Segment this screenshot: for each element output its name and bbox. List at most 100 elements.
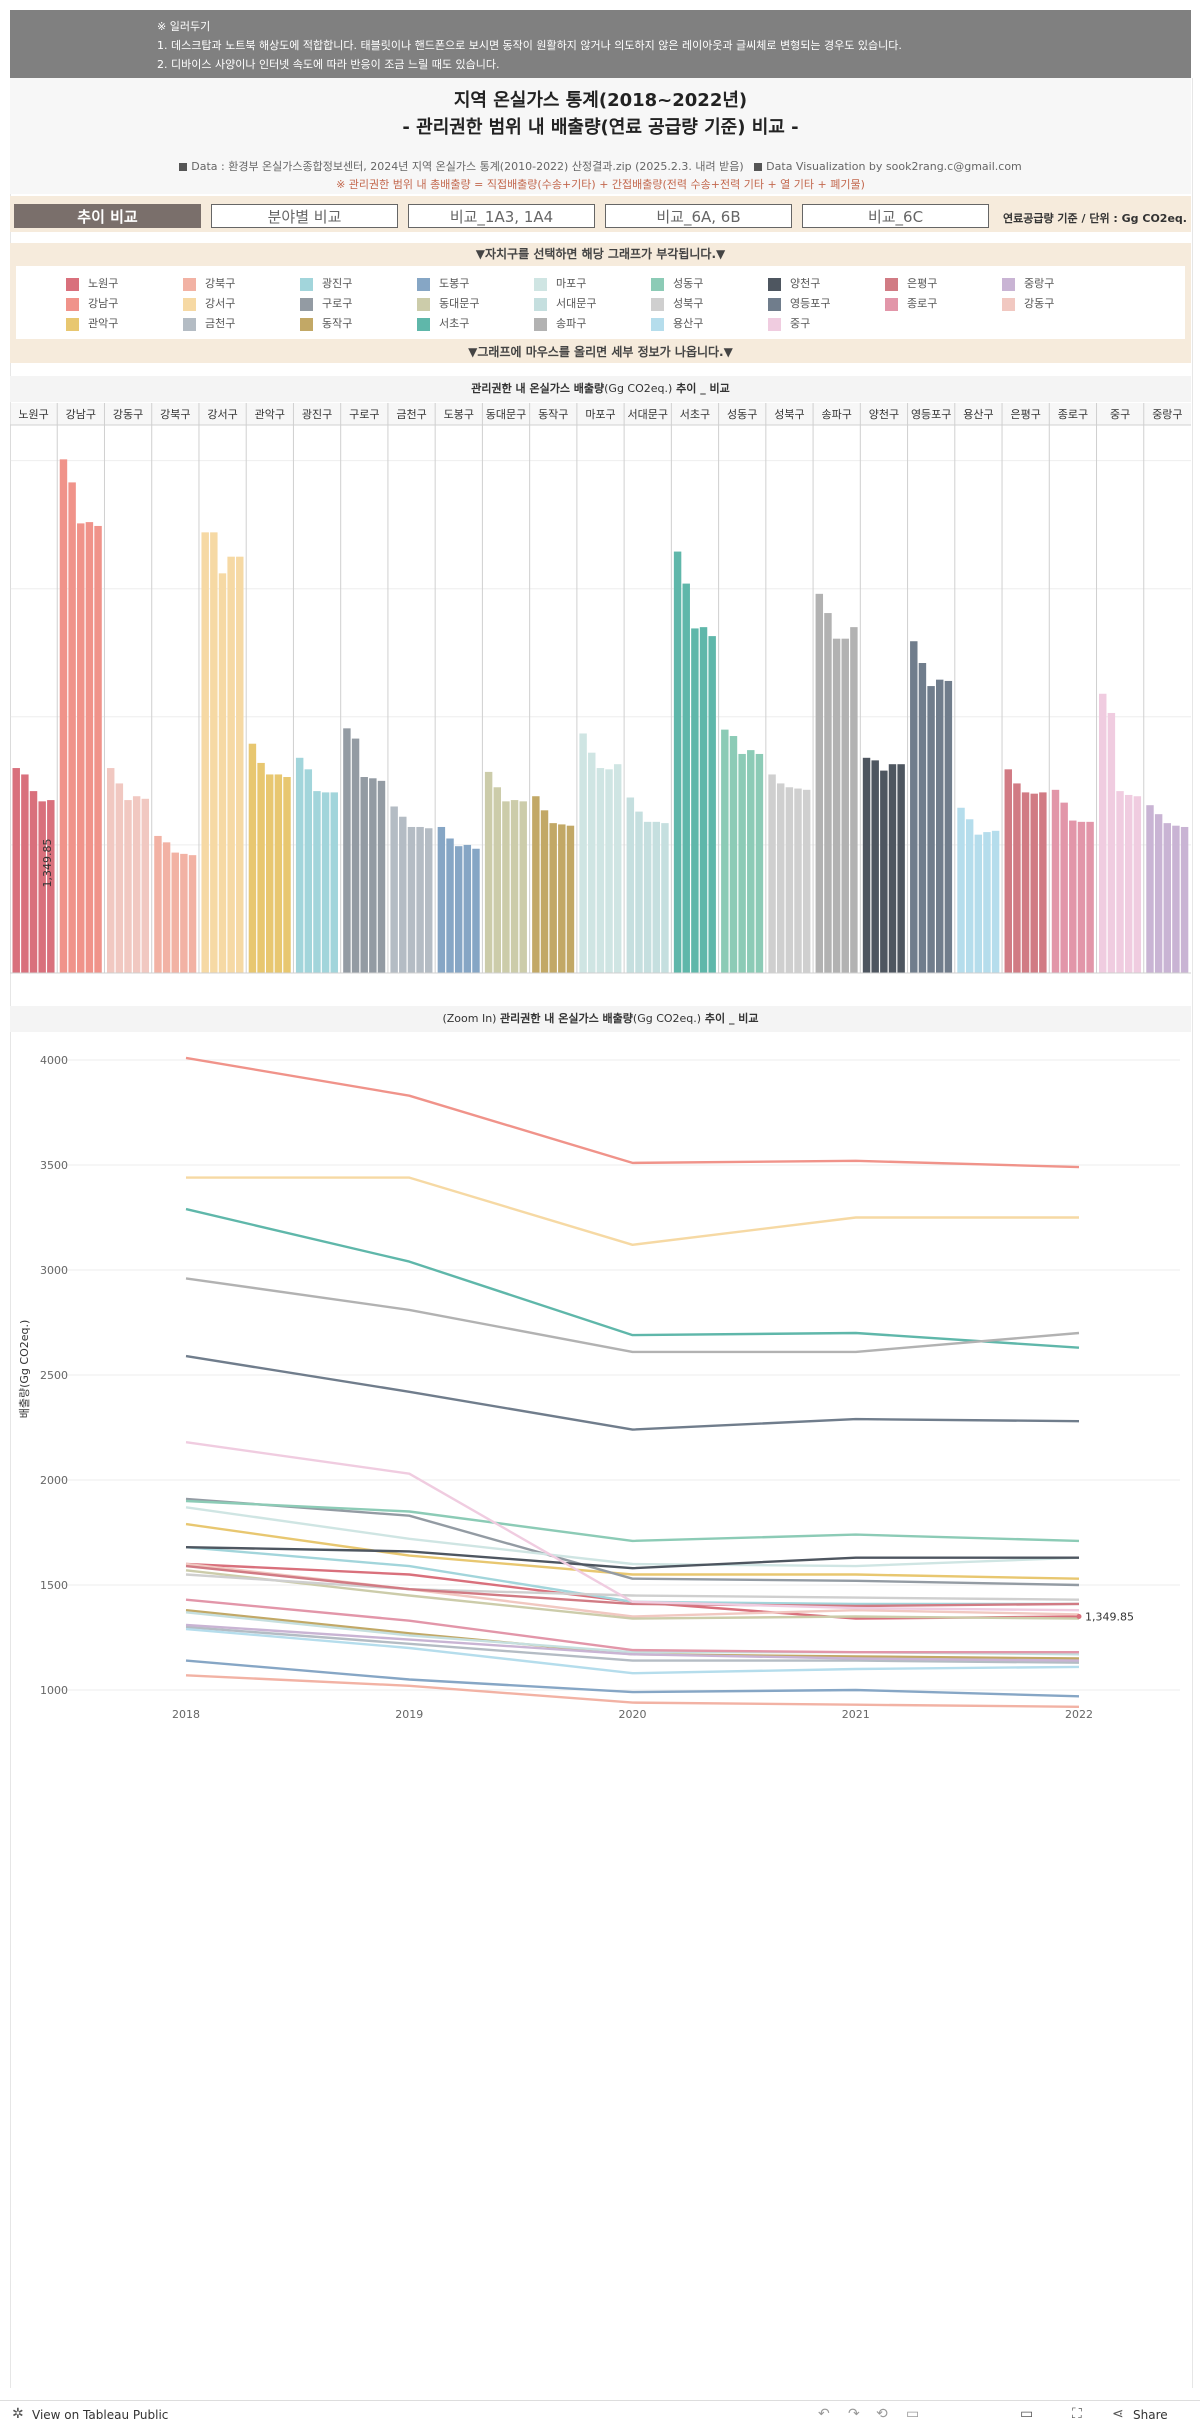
bar-mark[interactable] <box>59 459 68 973</box>
bar-mark[interactable] <box>265 774 274 973</box>
bar-mark[interactable] <box>454 846 463 973</box>
bar-mark[interactable] <box>588 752 596 973</box>
series-line[interactable] <box>185 1056 1080 1169</box>
bar-mark[interactable] <box>729 736 738 973</box>
bar-mark[interactable] <box>47 800 55 973</box>
bar-mark[interactable] <box>974 834 983 973</box>
bar-mark[interactable] <box>691 628 699 973</box>
bar-mark[interactable] <box>330 792 338 973</box>
bar-mark[interactable] <box>815 593 824 973</box>
bar-mark[interactable] <box>313 791 321 973</box>
bar-mark[interactable] <box>227 556 235 973</box>
bar-mark[interactable] <box>106 768 115 973</box>
bar-mark[interactable] <box>596 768 605 973</box>
series-line[interactable] <box>185 1522 1080 1580</box>
bar-mark[interactable] <box>210 532 218 973</box>
bar-mark[interactable] <box>897 764 905 973</box>
bar-mark[interactable] <box>540 810 549 973</box>
bar-mark[interactable] <box>132 796 141 973</box>
tab-6c[interactable]: 비교_6C <box>802 204 989 228</box>
series-line[interactable] <box>185 1277 1080 1354</box>
bar-mark[interactable] <box>274 774 283 973</box>
pause-icon[interactable]: ▭ <box>906 2406 920 2422</box>
revert-icon[interactable]: ⟲ <box>876 2406 888 2422</box>
bar-mark[interactable] <box>236 556 244 973</box>
series-line[interactable] <box>185 1497 1080 1587</box>
bar-mark[interactable] <box>343 728 351 973</box>
share-icon[interactable]: ⋖ <box>1112 2406 1124 2422</box>
share-button[interactable]: Share <box>1133 2408 1168 2422</box>
bar-mark[interactable] <box>1133 796 1142 973</box>
bar-mark[interactable] <box>1116 791 1124 973</box>
bar-mark[interactable] <box>141 798 150 973</box>
bar-mark[interactable] <box>613 764 622 973</box>
bar-mark[interactable] <box>1004 769 1012 973</box>
bar-mark[interactable] <box>673 551 682 973</box>
bar-mark[interactable] <box>218 573 227 973</box>
series-line[interactable] <box>185 1674 1080 1708</box>
bar-mark[interactable] <box>558 824 566 973</box>
bar-mark[interactable] <box>1107 712 1116 973</box>
bar-mark[interactable] <box>257 762 265 973</box>
bar-mark[interactable] <box>446 838 454 974</box>
bar-mark[interactable] <box>502 801 510 973</box>
bar-mark[interactable] <box>124 800 132 973</box>
bar-mark[interactable] <box>566 825 575 973</box>
bar-mark[interactable] <box>369 778 377 973</box>
bar-mark[interactable] <box>888 764 897 973</box>
bar-mark[interactable] <box>1180 826 1189 973</box>
series-line[interactable] <box>185 1207 1080 1349</box>
tab-6a-6b[interactable]: 비교_6A, 6B <box>605 204 792 228</box>
series-line[interactable] <box>185 1499 1080 1543</box>
bar-mark[interactable] <box>1051 789 1060 973</box>
bar-mark[interactable] <box>944 680 953 973</box>
bar-mark[interactable] <box>1021 792 1030 973</box>
bar-mark[interactable] <box>927 686 935 973</box>
redo-icon[interactable]: ↷ <box>848 2406 860 2422</box>
bar-mark[interactable] <box>201 532 209 973</box>
bar-mark[interactable] <box>283 777 291 973</box>
bar-mark[interactable] <box>910 641 918 973</box>
bar-mark[interactable] <box>626 797 635 973</box>
bar-mark[interactable] <box>21 774 29 973</box>
bar-mark[interactable] <box>437 826 446 973</box>
bar-mark[interactable] <box>682 583 690 973</box>
bar-mark[interactable] <box>871 760 879 973</box>
bar-mark[interactable] <box>579 733 587 973</box>
bar-mark[interactable] <box>171 852 179 973</box>
bar-mark[interactable] <box>1039 792 1047 973</box>
bar-mark[interactable] <box>510 800 519 973</box>
bar-mark[interactable] <box>824 613 832 973</box>
bar-mark[interactable] <box>1086 821 1094 973</box>
bar-mark[interactable] <box>768 774 776 973</box>
bar-mark[interactable] <box>785 787 794 973</box>
bar-mark[interactable] <box>162 842 171 973</box>
series-line[interactable] <box>186 1176 1079 1247</box>
bar-mark[interactable] <box>721 729 729 973</box>
series-line[interactable] <box>185 1564 1080 1608</box>
bar-mark[interactable] <box>85 522 94 973</box>
bar-mark[interactable] <box>794 788 802 973</box>
bar-mark[interactable] <box>425 828 433 973</box>
bar-mark[interactable] <box>188 855 197 973</box>
bar-mark[interactable] <box>484 771 493 973</box>
bar-mark[interactable] <box>708 636 716 973</box>
bar-mark[interactable] <box>463 844 472 973</box>
series-line[interactable] <box>185 1623 1080 1662</box>
series-line[interactable] <box>185 1598 1079 1654</box>
bar-mark[interactable] <box>493 787 501 973</box>
bar-mark[interactable] <box>776 783 785 973</box>
bar-mark[interactable] <box>738 753 746 973</box>
series-line[interactable] <box>185 1573 1080 1601</box>
bar-mark[interactable] <box>377 780 386 973</box>
bar-mark[interactable] <box>248 743 257 973</box>
bar-mark[interactable] <box>1154 814 1163 973</box>
undo-icon[interactable]: ↶ <box>818 2406 830 2422</box>
bar-mark[interactable] <box>850 627 858 973</box>
bar-mark[interactable] <box>295 757 304 973</box>
bar-mark[interactable] <box>991 830 1000 973</box>
bar-mark[interactable] <box>1060 802 1068 973</box>
bar-mark[interactable] <box>652 821 661 973</box>
bar-mark[interactable] <box>416 826 424 973</box>
bar-mark[interactable] <box>549 823 557 973</box>
